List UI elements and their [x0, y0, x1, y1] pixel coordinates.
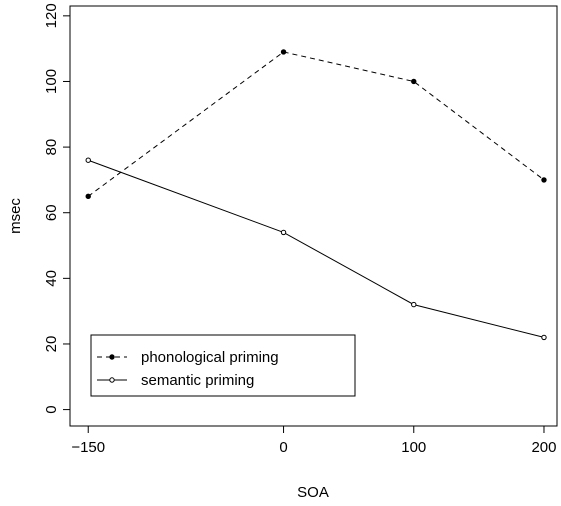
y-tick-label: 80	[43, 139, 60, 156]
legend-label: phonological priming	[141, 349, 279, 366]
series-line	[88, 159, 545, 338]
x-axis: −150 0 100 200	[71, 425, 556, 456]
y-axis: 0 20 40 60 80 100 120	[43, 3, 71, 414]
legend-label: semantic priming	[141, 372, 254, 389]
data-point	[541, 334, 547, 341]
data-point	[541, 177, 547, 183]
y-tick-label: 120	[43, 3, 60, 28]
x-tick-label: −150	[71, 439, 105, 456]
data-point	[280, 49, 287, 55]
data-point	[85, 193, 91, 200]
series-line	[87, 51, 545, 197]
y-tick-label: 20	[43, 336, 60, 353]
y-axis-label: msec	[7, 198, 24, 234]
y-tick-label: 0	[43, 405, 60, 413]
y-tick-label: 100	[43, 69, 60, 94]
y-tick-label: 60	[43, 204, 60, 221]
data-point	[411, 301, 417, 308]
y-tick-label: 40	[43, 270, 60, 287]
data-point	[411, 78, 417, 85]
x-axis-label: SOA	[297, 484, 329, 501]
data-point	[280, 229, 287, 236]
legend: phonological priming semantic priming	[90, 334, 356, 397]
legend-box	[90, 334, 356, 397]
x-tick-label: 100	[401, 439, 426, 456]
legend-marker	[109, 377, 115, 383]
x-tick-label: 0	[279, 439, 287, 456]
legend-marker	[109, 354, 115, 360]
data-point	[85, 157, 91, 163]
x-tick-label: 200	[531, 439, 556, 456]
series-layer	[85, 49, 547, 341]
